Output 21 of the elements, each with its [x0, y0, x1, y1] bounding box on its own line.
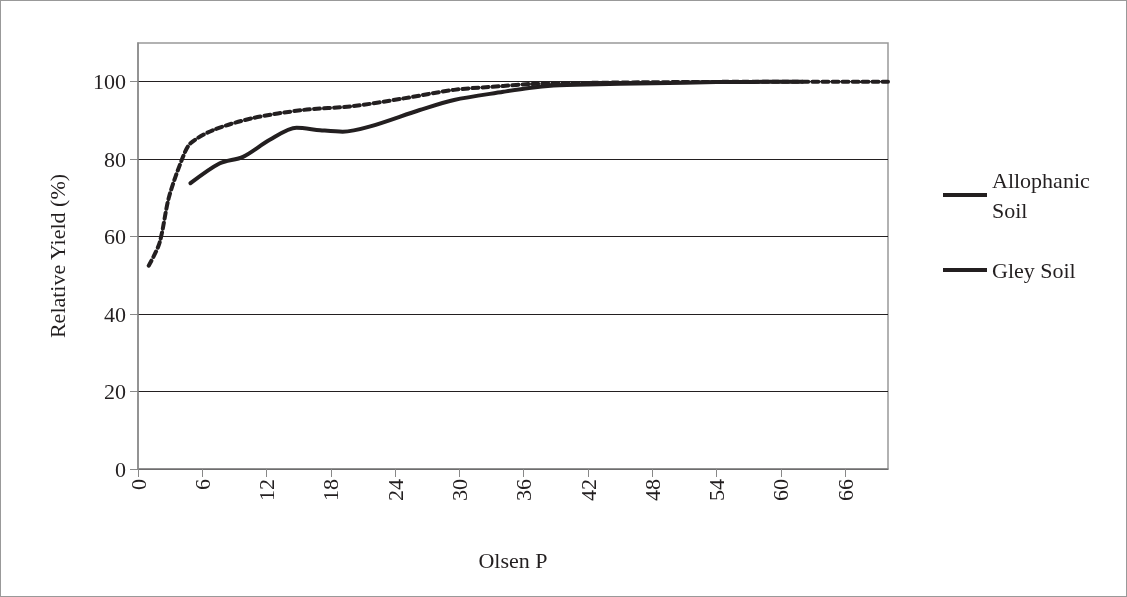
x-tick-label: 66	[832, 479, 858, 501]
x-tick-label: 0	[125, 479, 151, 490]
x-tick-label: 60	[768, 479, 794, 501]
x-axis-title: Olsen P	[478, 547, 548, 573]
y-tick-label: 80	[104, 146, 126, 172]
x-tick-label: 36	[511, 479, 537, 501]
y-tick-label: 40	[104, 301, 126, 327]
x-tick-label: 18	[318, 479, 344, 501]
x-tick-label: 42	[575, 479, 601, 501]
x-tick-label: 6	[189, 479, 215, 490]
legend-label: Allophanic Soil	[992, 167, 1096, 223]
x-tick-label: 48	[639, 479, 665, 501]
x-tick-label: 24	[382, 479, 408, 501]
x-tick-label: 12	[254, 479, 280, 501]
x-tick-label: 54	[704, 479, 730, 501]
x-tick-label: 30	[446, 479, 472, 501]
y-tick-label: 100	[93, 69, 126, 95]
y-axis-title: Relative Yield (%)	[44, 173, 70, 339]
legend-label: Gley Soil	[992, 257, 1076, 283]
y-tick-label: 60	[104, 224, 126, 250]
y-tick-label: 20	[104, 379, 126, 405]
